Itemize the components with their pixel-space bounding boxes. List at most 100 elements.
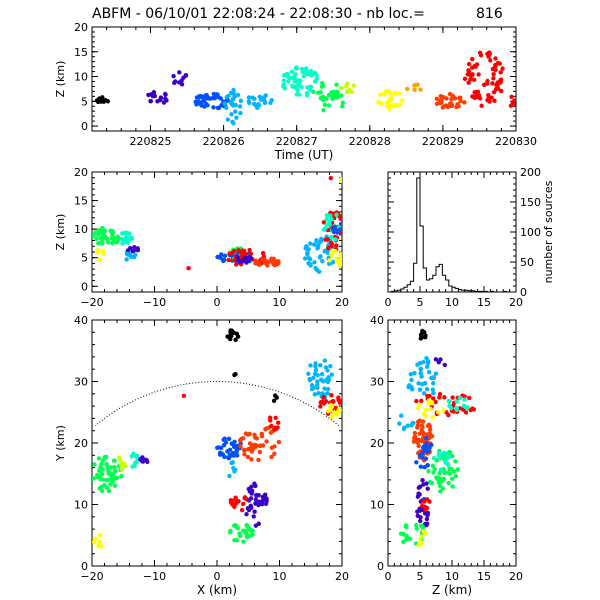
source-point bbox=[415, 425, 420, 430]
source-point bbox=[421, 446, 426, 451]
source-point bbox=[307, 378, 313, 383]
source-point bbox=[231, 453, 237, 458]
source-point bbox=[252, 96, 257, 102]
source-point bbox=[232, 469, 237, 474]
source-point bbox=[231, 97, 236, 102]
source-point bbox=[328, 175, 333, 181]
source-point bbox=[290, 83, 295, 89]
x-tick-label: 20 bbox=[509, 296, 523, 309]
source-point bbox=[252, 509, 257, 514]
source-point bbox=[389, 92, 394, 97]
source-point bbox=[293, 66, 299, 71]
source-point bbox=[276, 439, 282, 445]
source-point bbox=[244, 511, 249, 517]
source-point bbox=[472, 77, 477, 83]
source-point bbox=[497, 79, 503, 84]
source-point bbox=[234, 115, 239, 120]
x-tick-label: 15 bbox=[477, 296, 491, 309]
source-point bbox=[339, 104, 345, 109]
source-point bbox=[143, 457, 149, 463]
source-point bbox=[437, 395, 442, 400]
source-point bbox=[436, 360, 441, 365]
source-point bbox=[312, 70, 318, 76]
source-point bbox=[418, 464, 424, 469]
source-point bbox=[252, 432, 257, 438]
y-axis-label: Y (km) bbox=[54, 425, 67, 462]
source-point bbox=[215, 105, 221, 111]
source-point bbox=[222, 101, 227, 106]
source-point bbox=[248, 496, 254, 501]
source-point bbox=[304, 91, 310, 96]
source-point bbox=[234, 524, 239, 529]
source-point bbox=[509, 94, 514, 99]
source-point bbox=[322, 102, 328, 108]
source-point bbox=[321, 395, 326, 400]
source-point bbox=[508, 103, 514, 108]
source-point bbox=[421, 391, 427, 396]
plan-view-panel: −20 −10 0 10 20 0 10 20 30 40 X (km) Y (km) bbox=[54, 314, 349, 597]
source-point bbox=[248, 445, 254, 451]
source-point bbox=[237, 104, 243, 109]
source-point bbox=[253, 443, 259, 448]
x-tick-label: 20 bbox=[335, 296, 349, 309]
source-points bbox=[94, 50, 516, 126]
source-point bbox=[313, 363, 318, 369]
source-point bbox=[230, 102, 236, 107]
y-tick-label: 150 bbox=[520, 196, 541, 209]
source-point bbox=[112, 458, 117, 463]
source-point bbox=[225, 117, 231, 122]
x-tick-label: 0 bbox=[385, 570, 392, 583]
y-axis-label: Z (km) bbox=[54, 214, 67, 251]
source-point bbox=[427, 393, 432, 399]
source-point bbox=[224, 94, 230, 100]
source-point bbox=[417, 492, 422, 497]
source-point bbox=[104, 454, 109, 460]
source-point bbox=[444, 451, 449, 457]
source-point bbox=[328, 363, 333, 369]
source-point bbox=[410, 421, 415, 426]
source-point bbox=[193, 99, 198, 105]
source-point bbox=[112, 464, 117, 470]
source-point bbox=[311, 242, 317, 247]
source-point bbox=[238, 110, 243, 116]
source-point bbox=[245, 454, 251, 460]
source-point bbox=[426, 468, 431, 474]
x-tick-label: 20 bbox=[509, 570, 523, 583]
source-point bbox=[324, 213, 330, 218]
source-point bbox=[474, 92, 479, 97]
source-point bbox=[447, 91, 453, 97]
x-tick-label: 0 bbox=[385, 296, 392, 309]
source-point bbox=[181, 393, 187, 398]
source-points bbox=[397, 328, 477, 548]
source-point bbox=[106, 488, 112, 494]
source-point bbox=[243, 251, 248, 257]
source-point bbox=[467, 395, 472, 401]
source-point bbox=[115, 234, 120, 239]
source-point bbox=[111, 235, 117, 241]
source-point bbox=[295, 88, 300, 93]
source-point bbox=[233, 497, 239, 502]
time-height-panel: 220825 220826 220827 220828 220829 220830 0 5 10… bbox=[54, 21, 537, 162]
source-point bbox=[248, 251, 254, 257]
source-point bbox=[234, 448, 239, 453]
source-point bbox=[308, 263, 313, 268]
x-tick-label: 10 bbox=[445, 296, 459, 309]
source-point bbox=[333, 249, 338, 254]
source-point bbox=[237, 438, 243, 443]
source-point bbox=[132, 246, 137, 251]
source-point bbox=[339, 86, 344, 91]
source-point bbox=[443, 458, 448, 463]
source-point bbox=[329, 393, 334, 398]
source-point bbox=[115, 238, 121, 243]
source-point bbox=[446, 480, 451, 486]
source-point bbox=[268, 100, 273, 105]
source-point bbox=[485, 51, 490, 57]
source-point bbox=[100, 458, 106, 463]
source-point bbox=[429, 400, 434, 406]
source-point bbox=[224, 105, 229, 110]
source-point bbox=[440, 105, 446, 110]
source-point bbox=[321, 227, 327, 232]
source-point bbox=[396, 91, 402, 96]
source-point bbox=[161, 100, 167, 105]
source-point bbox=[419, 423, 425, 428]
